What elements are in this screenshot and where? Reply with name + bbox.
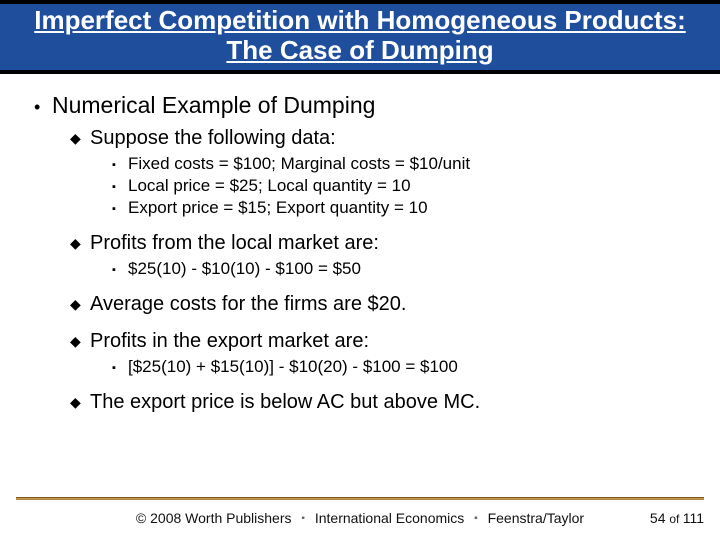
lvl3-text: Fixed costs = $100; Marginal costs = $10… (128, 154, 470, 173)
page-total: 111 (683, 510, 704, 526)
slide: Imperfect Competition with Homogeneous P… (0, 0, 720, 540)
bullet-square-icon: ▪ (112, 159, 128, 171)
bullet-square-icon: ▪ (112, 181, 128, 193)
bullet-lvl3: ▪$25(10) - $10(10) - $100 = $50 (112, 259, 700, 279)
bullet-lvl3: ▪[$25(10) + $15(10)] - $10(20) - $100 = … (112, 357, 700, 377)
footer-text: © 2008 Worth Publishers ▪ International … (0, 510, 720, 526)
bullet-diamond-icon: ◆ (70, 296, 90, 313)
bullet-diamond-icon: ◆ (70, 333, 90, 350)
bullet-square-icon: ▪ (112, 362, 128, 374)
footer-sep-icon: ▪ (301, 513, 305, 524)
slide-content: •Numerical Example of Dumping ◆Suppose t… (0, 74, 720, 414)
bullet-lvl2: ◆Profits in the export market are: (70, 330, 700, 353)
lvl3-text: Export price = $15; Export quantity = 10 (128, 198, 428, 217)
lvl2-text: Profits in the export market are: (90, 330, 369, 352)
bullet-square-icon: ▪ (112, 203, 128, 215)
footer-rule (16, 497, 704, 500)
bullet-diamond-icon: ◆ (70, 394, 90, 411)
lvl2-text: Suppose the following data: (90, 127, 336, 149)
bullet-diamond-icon: ◆ (70, 130, 90, 147)
bullet-lvl3: ▪Fixed costs = $100; Marginal costs = $1… (112, 154, 700, 174)
page-current: 54 (650, 510, 666, 526)
bullet-lvl2: ◆Average costs for the firms are $20. (70, 293, 700, 316)
footer-sep-icon: ▪ (474, 513, 478, 524)
footer-copyright: © 2008 Worth Publishers (136, 510, 292, 526)
lvl2-text: The export price is below AC but above M… (90, 391, 480, 413)
bullet-lvl1: •Numerical Example of Dumping (34, 92, 700, 119)
footer-part3: Feenstra/Taylor (488, 510, 584, 526)
lvl1-text: Numerical Example of Dumping (52, 92, 375, 118)
lvl3-text: $25(10) - $10(10) - $100 = $50 (128, 259, 361, 278)
bullet-square-icon: ▪ (112, 264, 128, 276)
bullet-lvl2: ◆Profits from the local market are: (70, 232, 700, 255)
lvl3-text: [$25(10) + $15(10)] - $10(20) - $100 = $… (128, 357, 458, 376)
bullet-lvl2: ◆Suppose the following data: (70, 127, 700, 150)
page-of: of (669, 512, 682, 526)
bullet-lvl2: ◆The export price is below AC but above … (70, 391, 700, 414)
bullet-lvl3: ▪Local price = $25; Local quantity = 10 (112, 176, 700, 196)
title-bar: Imperfect Competition with Homogeneous P… (0, 0, 720, 74)
slide-title: Imperfect Competition with Homogeneous P… (10, 6, 710, 66)
bullet-lvl3: ▪Export price = $15; Export quantity = 1… (112, 198, 700, 218)
bullet-dot-icon: • (34, 97, 52, 118)
lvl2-text: Average costs for the firms are $20. (90, 293, 406, 315)
bullet-diamond-icon: ◆ (70, 235, 90, 252)
lvl3-text: Local price = $25; Local quantity = 10 (128, 176, 411, 195)
page-number: 54 of 111 (650, 510, 704, 526)
lvl2-text: Profits from the local market are: (90, 232, 379, 254)
footer-part2: International Economics (315, 510, 464, 526)
